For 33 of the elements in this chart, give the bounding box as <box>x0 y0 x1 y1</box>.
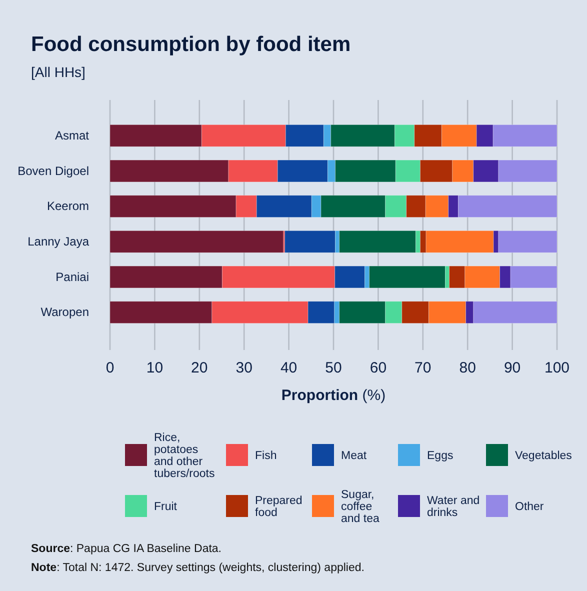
legend-label: Water and drinks <box>427 495 480 519</box>
y-tick-label: Keerom <box>46 199 89 214</box>
x-tick-label: 0 <box>106 360 114 377</box>
legend-label: Fruit <box>154 501 178 513</box>
y-tick-label: Waropen <box>40 305 89 320</box>
bar <box>339 230 416 253</box>
y-tick-label: Boven Digoel <box>18 164 89 178</box>
x-tick-label: 30 <box>236 360 252 377</box>
y-tick-label: Paniai <box>56 270 89 284</box>
text: Note: Total N: 1472. Survey settings (weights, clustering) applied. <box>31 562 364 574</box>
legend-label: Vegetables <box>515 450 572 462</box>
legend-label: Prepared food <box>255 495 302 519</box>
chart-title: Food consumption by food item <box>31 33 351 56</box>
x-tick-label: 100 <box>544 360 570 377</box>
x-axis-title: Proportion (%) <box>281 387 386 404</box>
x-tick-label: 90 <box>504 360 521 377</box>
y-tick-label: Lanny Jaya <box>28 234 90 249</box>
x-tick-label: 60 <box>370 360 387 377</box>
source-note: Source: Papua CG IA Baseline Data. <box>31 543 222 555</box>
x-tick-label: 40 <box>280 360 298 377</box>
legend-label: Sugar, coffee and tea <box>341 489 380 525</box>
legend-label: Rice, potatoes and other tubers/roots <box>154 432 215 480</box>
legend-label: Other <box>515 501 544 513</box>
x-tick-label: 80 <box>459 360 476 377</box>
x-tick-label: 70 <box>414 360 432 377</box>
legend-label: Meat <box>341 450 368 462</box>
legend-label: Eggs <box>427 450 454 462</box>
y-tick-label: Asmat <box>54 128 90 143</box>
x-tick-label: 50 <box>325 360 342 377</box>
chart-subtitle: [All HHs] <box>31 64 86 80</box>
legend-label: Fish <box>255 450 277 462</box>
x-tick-label: 20 <box>191 360 208 377</box>
x-tick-label: 10 <box>146 360 164 377</box>
